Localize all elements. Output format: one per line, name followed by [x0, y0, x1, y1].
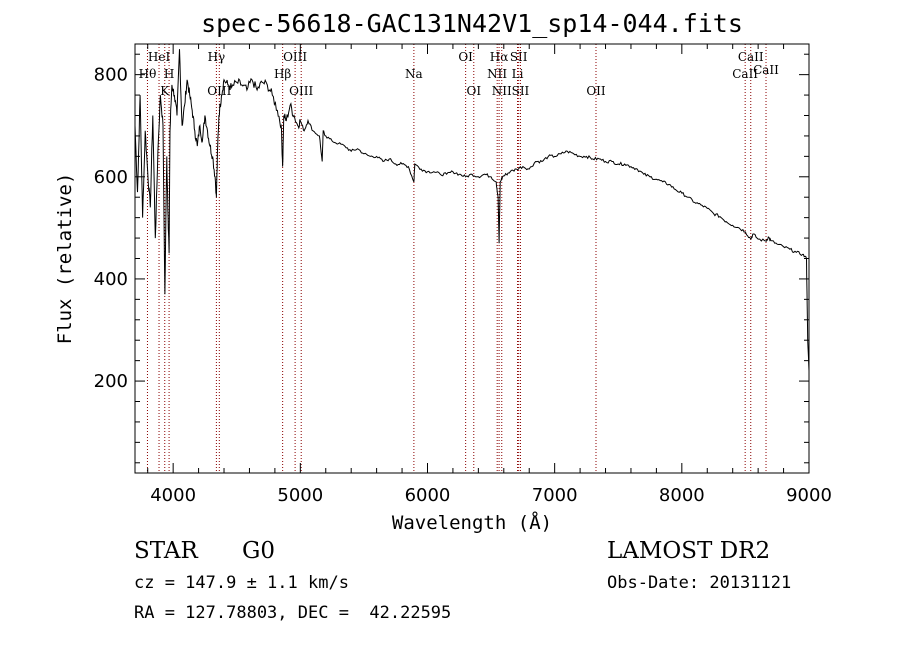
line-marker-label: OIII: [283, 50, 307, 64]
line-marker-label: NII: [487, 67, 507, 81]
x-tick-label: 8000: [659, 485, 705, 506]
x-tick-label: 5000: [277, 485, 323, 506]
line-marker-label: Hα: [490, 50, 509, 64]
survey-name: LAMOST DR2: [607, 538, 771, 564]
x-tick-label: 9000: [786, 485, 832, 506]
line-marker-label: Na: [405, 67, 423, 81]
line-marker-label: OIII: [289, 84, 313, 98]
obs-date: Obs-Date: 20131121: [607, 573, 792, 593]
line-marker-label: Hγ: [208, 50, 226, 64]
line-marker-label: Hθ: [139, 67, 157, 81]
x-tick-label: 7000: [532, 485, 578, 506]
line-marker-label: CaII: [753, 63, 779, 77]
y-axis-label: Flux (relative): [54, 173, 76, 345]
line-marker-label: CaII: [738, 50, 764, 64]
line-marker-label: Li: [512, 67, 524, 81]
line-marker-label: OII: [586, 84, 606, 98]
line-marker-label: OI: [458, 50, 473, 64]
line-marker-label: H: [164, 67, 174, 81]
line-marker-label: SII: [510, 50, 528, 64]
y-tick-label: 600: [94, 167, 128, 188]
object-class: STAR: [134, 538, 198, 564]
line-marker-label: SII: [512, 84, 530, 98]
line-markers: HθHeIKHHγOIIIHβOIIIOIIINaOIOIHαNIINIISII…: [139, 44, 779, 473]
x-axis-label: Wavelength (Å): [392, 511, 552, 534]
line-marker-label: Hβ: [274, 67, 291, 81]
spectral-subclass: G0: [242, 538, 276, 564]
line-marker-label: OIII: [207, 84, 231, 98]
y-tick-label: 200: [94, 371, 128, 392]
chart-title: spec-56618-GAC131N42V1_sp14-044.fits: [201, 9, 743, 38]
plot-frame: [134, 43, 810, 474]
line-marker-label: CaII: [732, 67, 758, 81]
y-tick-label: 400: [94, 269, 128, 290]
spectrum-series: [134, 49, 810, 371]
axis-ticks: 4000 5000 6000 7000 8000 9000 200 400 600 800: [94, 44, 832, 506]
redshift-cz: cz = 147.9 ± 1.1 km/s: [134, 573, 349, 593]
line-marker-label: HeI: [148, 50, 171, 64]
line-marker-label: NII: [492, 84, 512, 98]
coordinates: RA = 127.78803, DEC = 42.22595: [134, 603, 452, 623]
x-tick-label: 6000: [405, 485, 451, 506]
line-marker-label: OI: [466, 84, 481, 98]
spectrum-line: [134, 49, 810, 371]
y-tick-label: 800: [94, 65, 128, 86]
line-marker-label: K: [160, 84, 170, 98]
x-tick-label: 4000: [150, 485, 196, 506]
